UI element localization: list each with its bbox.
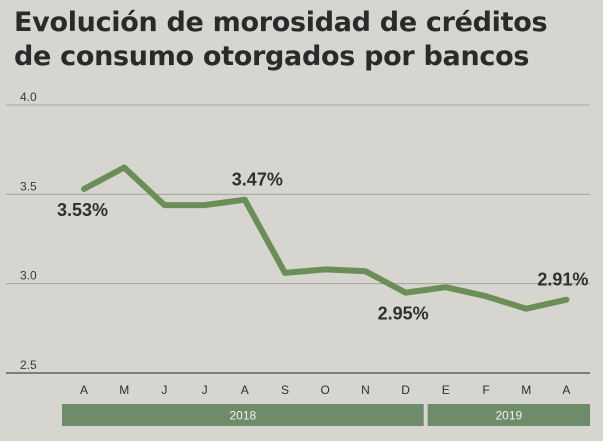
x-tick-label-0: A [80, 383, 88, 397]
x-tick-label-11: M [521, 383, 531, 397]
y-tick-label-0: 2.5 [20, 358, 37, 372]
grid-lines [6, 104, 590, 374]
chart-title-line-2: de consumo otorgados por bancos [14, 41, 530, 72]
x-tick-label-1: M [119, 383, 129, 397]
x-tick-label-10: F [482, 383, 489, 397]
y-axis-ticks: 2.5 3.0 3.5 4.0 [20, 90, 37, 372]
x-tick-label-5: S [281, 383, 289, 397]
x-tick-label-9: E [442, 383, 450, 397]
x-tick-label-8: D [401, 383, 410, 397]
data-label-0: 3.53% [57, 200, 108, 220]
x-tick-label-12: A [562, 383, 570, 397]
x-tick-label-7: N [361, 383, 370, 397]
y-tick-label-2: 3.5 [20, 179, 37, 193]
x-tick-label-3: J [202, 383, 208, 397]
x-tick-label-2: J [161, 383, 167, 397]
data-label-3: 2.91% [537, 270, 588, 290]
year-bar-0 [62, 404, 424, 426]
series-line [81, 164, 570, 312]
data-labels: 3.53% 3.47% 2.95% 2.91% [57, 170, 588, 324]
year-label-1: 2019 [495, 409, 522, 423]
data-label-1: 3.47% [232, 170, 283, 190]
data-label-2: 2.95% [378, 304, 429, 324]
year-bar-1 [427, 404, 590, 426]
year-label-0: 2018 [229, 409, 256, 423]
chart-title-line-1: Evolución de morosidad de créditos [14, 7, 548, 38]
x-tick-label-6: O [321, 383, 330, 397]
y-tick-label-3: 4.0 [20, 90, 37, 104]
year-groups: 2018 2019 [62, 404, 590, 426]
x-tick-label-4: A [241, 383, 249, 397]
series-line-layer [81, 164, 570, 312]
chart-title: Evolución de morosidad de créditos de co… [14, 6, 594, 74]
y-tick-label-1: 3.0 [20, 269, 37, 283]
